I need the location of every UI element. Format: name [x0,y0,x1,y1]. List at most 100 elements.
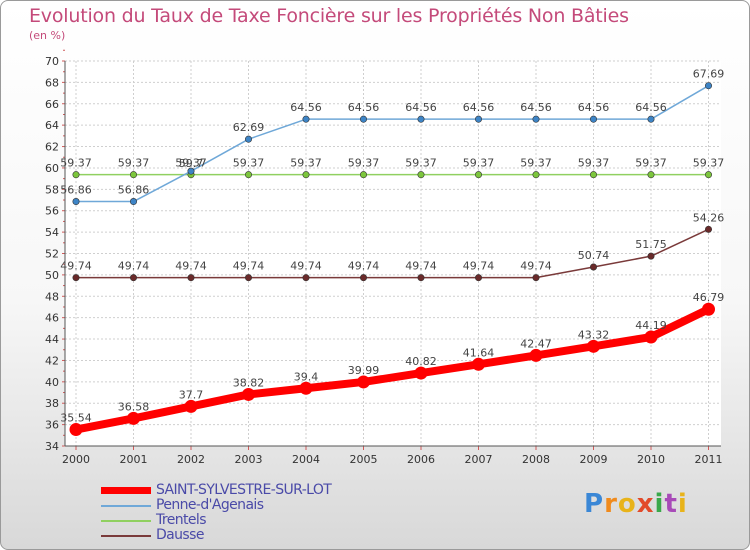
y-tick-label: 64 [45,119,59,132]
data-label-2: 59.37 [60,157,92,170]
data-point-1 [245,135,253,143]
data-point-0 [184,399,198,413]
data-point-1 [359,115,367,123]
data-label-2: 59.37 [348,157,380,170]
y-tick-label: 38 [45,397,59,410]
x-tick-label: 2002 [177,453,205,466]
legend-swatch-dausse [101,535,151,537]
x-tick-label: 2010 [637,453,665,466]
data-point-2 [245,171,253,179]
data-point-0 [529,348,543,362]
legend-label-trentels: Trentels [156,512,207,528]
data-point-1 [474,115,482,123]
data-label-0: 40.82 [405,355,437,368]
data-label-1: 67.69 [693,68,725,81]
data-point-0 [587,339,600,353]
data-point-0 [69,423,83,437]
y-tick-label: 66 [45,98,59,111]
data-label-0: 39.99 [348,364,380,377]
data-point-0 [644,330,658,344]
data-label-3: 49.74 [520,260,552,273]
legend-label-dausse: Dausse [156,527,204,543]
data-point-2 [704,171,712,179]
chart-subtitle: (en %) [29,29,66,42]
proxiti-logo: Proxiti [584,489,688,519]
data-label-0: 38.82 [233,376,265,389]
x-tick-label: 2008 [522,453,550,466]
data-label-0: 35.54 [60,412,92,425]
data-label-3: 49.74 [175,260,207,273]
legend-label-penne: Penne-d'Agenais [156,497,264,513]
data-point-1 [417,115,425,123]
data-label-1: 59.7 [179,157,204,170]
data-label-3: 49.74 [118,260,150,273]
y-tick-label: 46 [45,312,59,325]
y-tick-label: 44 [45,333,59,346]
data-point-3 [704,225,712,233]
data-label-3: 49.74 [463,260,495,273]
data-point-1 [302,115,310,123]
data-point-1 [130,198,138,206]
legend-swatch-saint-sylvestre [101,487,151,494]
data-point-2 [417,171,425,179]
data-label-2: 59.37 [693,157,725,170]
data-point-2 [589,171,597,179]
x-tick-label: 2004 [292,453,320,466]
data-point-2 [647,171,655,179]
data-point-1 [187,167,195,175]
y-tick-label: 58 [45,183,59,196]
chart-title: Evolution du Taux de Taxe Foncière sur l… [29,5,629,27]
y-tick-label: 62 [45,141,59,154]
y-tick-label: 54 [45,226,59,239]
y-tick-label: 56 [45,205,59,218]
data-label-1: 64.56 [405,101,437,114]
data-label-1: 64.56 [348,101,380,114]
data-label-2: 59.37 [463,157,495,170]
legend-swatch-penne [101,505,151,507]
data-point-3 [474,274,482,282]
data-label-1: 56.86 [60,184,92,197]
data-label-2: 59.37 [290,157,322,170]
data-label-2: 59.37 [405,157,437,170]
data-label-0: 36.58 [118,400,150,413]
data-label-2: 59.37 [578,157,610,170]
data-label-0: 46.79 [693,291,725,304]
data-label-3: 49.74 [60,260,92,273]
data-point-2 [532,171,540,179]
y-tick-label: 42 [45,354,59,367]
logo-letter: P [584,489,605,519]
series-line-3 [76,228,709,279]
data-label-3: 49.74 [348,260,380,273]
data-point-3 [417,274,425,282]
data-label-2: 59.37 [118,157,150,170]
data-label-2: 59.37 [635,157,667,170]
data-label-3: 50.74 [578,249,610,262]
x-tick-label: 2009 [580,453,608,466]
data-label-0: 39.4 [294,370,319,383]
logo-letter: r [604,489,618,519]
data-label-3: 54.26 [693,211,725,224]
x-tick-label: 2005 [350,453,378,466]
data-label-3: 51.75 [635,238,667,251]
y-tick-label: 68 [45,76,59,89]
x-tick-label: 2000 [62,453,90,466]
data-label-3: 49.74 [290,260,322,273]
series-line-0 [75,305,711,434]
data-point-3 [359,274,367,282]
x-tick-label: 2007 [465,453,493,466]
x-tick-label: 2011 [695,453,723,466]
data-label-1: 64.56 [635,101,667,114]
data-point-3 [245,274,253,282]
logo-letter: i [654,489,665,519]
y-tick-label: 70 [45,55,59,68]
data-point-1 [704,82,712,90]
series-line-1 [76,85,709,203]
y-tick-label: 36 [45,419,59,432]
y-tick-label: 40 [45,376,59,389]
logo-letter: o [617,489,637,519]
data-label-1: 64.56 [578,101,610,114]
data-point-1 [647,115,655,123]
y-tick-label: 48 [45,290,59,303]
